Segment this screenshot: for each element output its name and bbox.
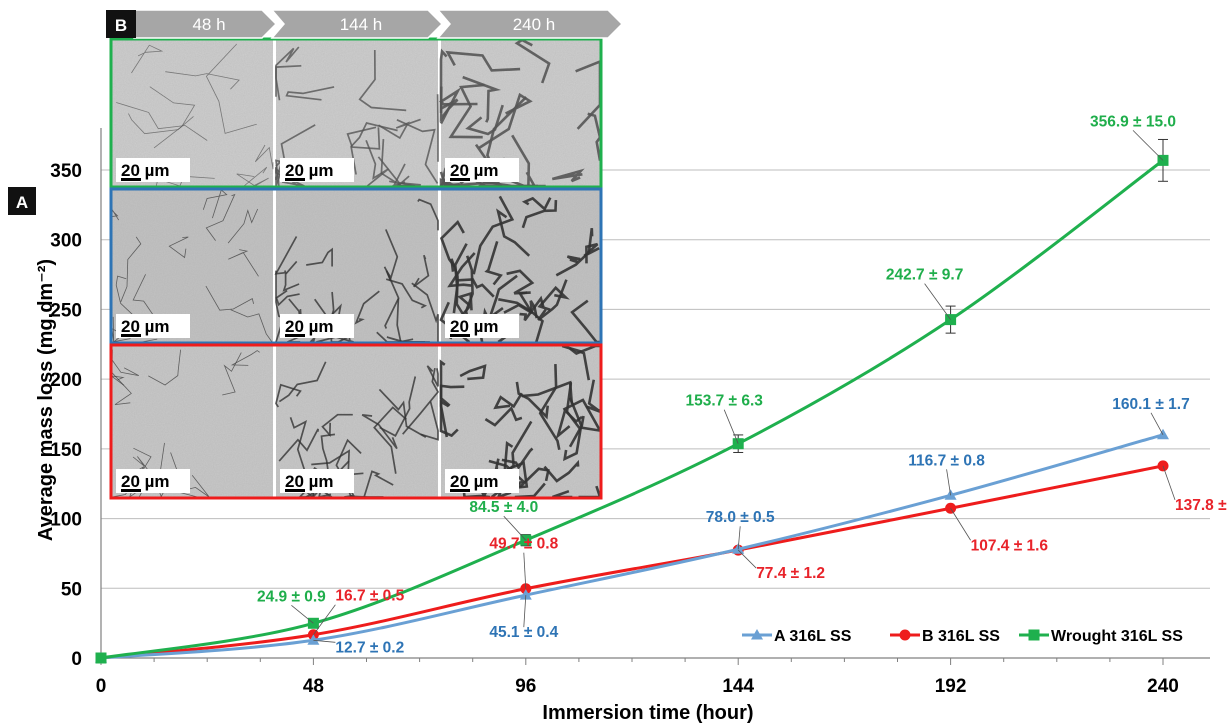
time-step-label: 240 h: [513, 15, 556, 34]
data-label: 78.0 ± 0.5: [706, 509, 775, 550]
micrograph-tile: 20 µm: [439, 190, 600, 344]
data-label: 107.4 ± 1.6: [950, 508, 1049, 554]
data-label-text: 45.1 ± 0.4: [489, 624, 558, 641]
data-point: [519, 589, 532, 600]
data-label-text: 24.9 ± 0.9: [257, 588, 326, 605]
scale-bar-label: 20 µm: [450, 472, 499, 491]
micrograph-tile: 20 µm: [111, 189, 273, 343]
data-label-text: 84.5 ± 4.0: [469, 499, 538, 516]
data-label-text: 78.0 ± 0.5: [706, 509, 775, 526]
data-label: 116.7 ± 0.8: [908, 452, 985, 496]
legend-label: A 316L SS: [774, 628, 852, 645]
time-arrow-header: 48 h 144 h 240 h: [133, 9, 624, 39]
data-label: 49.7 ± 0.8: [489, 536, 559, 589]
time-step-label: 144 h: [340, 15, 383, 34]
y-tick-label: 150: [50, 440, 82, 461]
x-tick-label: 240: [1147, 676, 1179, 697]
legend-label: Wrought 316L SS: [1051, 628, 1183, 645]
micrograph-tile: 20 µm: [275, 40, 439, 187]
data-label-text: 77.4 ± 1.2: [756, 565, 825, 582]
micrograph-tile: 20 µm: [438, 38, 602, 188]
x-tick-label: 0: [96, 676, 107, 697]
y-tick-label: 200: [50, 370, 82, 391]
data-label-text: 107.4 ± 1.6: [971, 537, 1049, 554]
data-label-text: 160.1 ± 1.7: [1112, 396, 1189, 413]
y-tick-label: 250: [50, 300, 82, 321]
data-label: 356.9 ± 15.0: [1090, 113, 1176, 161]
y-tick-label: 350: [50, 161, 82, 182]
data-point: [95, 652, 107, 664]
data-label-text: 116.7 ± 0.8: [908, 452, 985, 469]
series-line: [100, 464, 1164, 660]
tick-labels: 0 50 100 150 200 250 300 350 0 48 96 144 192 240: [50, 161, 1179, 697]
legend-item: B 316L SS: [890, 628, 1000, 645]
micrograph-tile: 20 µm: [274, 190, 439, 343]
legend-marker: [751, 629, 763, 640]
panel-b-label: B: [106, 10, 136, 38]
data-labels: 12.7 ± 0.2 45.1 ± 0.4 78.0 ± 0.5 116.7 ± 0.…: [257, 113, 1230, 656]
scale-bar-label: 20 µm: [285, 317, 334, 336]
x-tick-label: 144: [722, 676, 754, 697]
legend-item: Wrought 316L SS: [1019, 628, 1183, 645]
data-label: 242.7 ± 9.7: [886, 267, 963, 320]
series-line: [100, 159, 1164, 660]
legend: A 316L SS B 316L SS Wrought 316L SS: [742, 628, 1183, 645]
micrograph-tile: 20 µm: [275, 346, 440, 500]
data-label: 12.7 ± 0.2: [313, 639, 404, 656]
data-label: 153.7 ± 6.3: [685, 393, 763, 444]
panel-b-letter: B: [115, 16, 127, 35]
micrograph-row-frame: [109, 37, 603, 189]
axes: [100, 128, 1210, 665]
legend-marker: [1028, 629, 1040, 641]
data-label: 16.7 ± 0.5: [313, 588, 405, 635]
micrograph-row-frame: [109, 343, 603, 500]
series-line: [100, 433, 1164, 660]
legend-marker: [899, 629, 911, 641]
y-axis-title: Average mass loss (mg.dm⁻²): [35, 259, 57, 541]
scale-bar-label: 20 µm: [121, 161, 170, 180]
panel-a-letter: A: [16, 193, 28, 212]
data-label: 77.4 ± 1.2: [737, 549, 825, 582]
scale-bar-label: 20 µm: [450, 317, 499, 336]
scale-bar-label: 20 µm: [450, 161, 499, 180]
x-tick-label: 96: [515, 676, 536, 697]
legend-item: A 316L SS: [742, 628, 852, 645]
data-label-text: 49.7 ± 0.8: [489, 536, 558, 553]
scale-bar-label: 20 µm: [121, 472, 170, 491]
x-axis-title: Immersion time (hour): [542, 702, 753, 724]
scale-bar-label: 20 µm: [121, 317, 170, 336]
y-tick-label: 300: [50, 231, 82, 252]
time-step-arrow: 144 h: [270, 9, 444, 39]
micrograph-row-frame: [109, 187, 603, 345]
micrograph-tile: 20 µm: [439, 344, 603, 500]
data-label-text: 242.7 ± 9.7: [886, 267, 963, 284]
scale-bar-label: 20 µm: [285, 161, 334, 180]
time-step-label: 48 h: [192, 15, 225, 34]
micrograph-tile: 20 µm: [111, 346, 273, 499]
legend-label: B 316L SS: [922, 628, 1000, 645]
panel-a-label: A: [8, 187, 36, 215]
time-step-arrow: 240 h: [436, 9, 624, 39]
data-label: 24.9 ± 0.9: [257, 588, 326, 624]
data-label-text: 16.7 ± 0.5: [335, 588, 404, 605]
micrograph-tile: 20 µm: [112, 40, 274, 187]
data-label: 45.1 ± 0.4: [489, 595, 559, 641]
y-tick-label: 50: [61, 579, 82, 600]
data-label-text: 137.8 ± 2.3: [1175, 497, 1230, 514]
time-step-arrow: 48 h: [133, 9, 278, 39]
data-label-text: 153.7 ± 6.3: [685, 393, 763, 410]
data-label: 160.1 ± 1.7: [1112, 396, 1190, 435]
x-tick-label: 48: [303, 676, 324, 697]
data-label: 137.8 ± 2.3: [1162, 465, 1230, 514]
data-point: [307, 634, 320, 645]
y-tick-label: 0: [71, 649, 82, 670]
micrograph-inset: 20 µm 20 µm 20 µm 20 µm 20 µm 20 µm 20 µm 20 µm…: [109, 37, 603, 500]
y-tick-label: 100: [50, 510, 82, 531]
x-tick-label: 192: [935, 676, 967, 697]
data-label: 84.5 ± 4.0: [469, 499, 538, 541]
data-label-text: 356.9 ± 15.0: [1090, 113, 1176, 130]
data-label-text: 12.7 ± 0.2: [335, 639, 404, 656]
scale-bar-label: 20 µm: [285, 472, 334, 491]
